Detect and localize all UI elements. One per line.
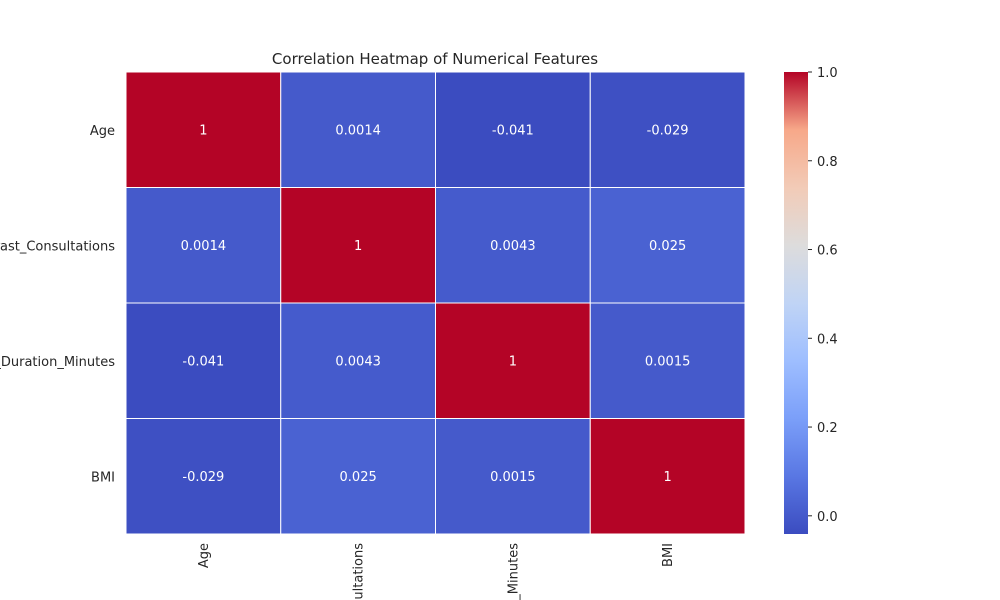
heatmap-cell bbox=[435, 71, 591, 188]
heatmap-cell bbox=[125, 418, 282, 535]
colorbar-tick-label: 0.6 bbox=[817, 244, 838, 259]
colorbar-tick-label: 0.0 bbox=[817, 510, 838, 525]
heatmap-cell bbox=[435, 418, 591, 535]
x-tick-label: _Minutes bbox=[506, 543, 521, 600]
y-tick-label: BMI bbox=[91, 470, 115, 485]
x-axis-tick-labels: Age ultations _Minutes BMI bbox=[197, 543, 676, 600]
cell-annotation: 0.025 bbox=[340, 470, 377, 485]
heatmap-cell bbox=[125, 187, 282, 304]
cell-annotation: 1 bbox=[663, 470, 671, 485]
chart-title: Correlation Heatmap of Numerical Feature… bbox=[272, 50, 598, 68]
colorbar-tick-label: 1.0 bbox=[817, 66, 838, 81]
y-axis-tick-labels: Age Past_Consultations _Duration_Minutes BM… bbox=[0, 124, 115, 486]
colorbar-tick-label: 0.4 bbox=[817, 332, 838, 347]
cell-annotation: 1 bbox=[199, 123, 207, 138]
colorbar bbox=[784, 72, 808, 534]
heatmap-cell bbox=[589, 418, 746, 535]
heatmap-cells bbox=[125, 71, 746, 535]
colorbar-ticks: 1.0 0.8 0.6 0.4 0.2 0.0 bbox=[808, 66, 838, 525]
heatmap-cell bbox=[280, 187, 436, 304]
heatmap-cell bbox=[280, 302, 436, 419]
cell-annotation: 1 bbox=[354, 239, 362, 254]
cell-annotation: -0.029 bbox=[182, 470, 224, 485]
cell-annotation: 0.0015 bbox=[490, 470, 536, 485]
x-tick-label: Age bbox=[197, 543, 212, 568]
y-tick-label: Age bbox=[90, 124, 115, 139]
heatmap-cell bbox=[125, 71, 282, 188]
colorbar-tick-label: 0.2 bbox=[817, 421, 838, 436]
cell-annotations: 1 0.0014 -0.041 -0.029 0.0014 1 0.0043 0.025 -0.… bbox=[181, 123, 691, 485]
heatmap-cell bbox=[280, 418, 436, 535]
cell-annotation: 0.0015 bbox=[645, 354, 691, 369]
cell-annotation: 0.0043 bbox=[335, 354, 381, 369]
heatmap-cell bbox=[589, 302, 746, 419]
cell-annotation: 0.0014 bbox=[181, 239, 227, 254]
colorbar-tick-label: 0.8 bbox=[817, 155, 838, 170]
heatmap-cell bbox=[589, 71, 746, 188]
cell-annotation: 0.025 bbox=[649, 239, 686, 254]
cell-annotation: 1 bbox=[509, 354, 517, 369]
y-tick-label: _Duration_Minutes bbox=[0, 355, 115, 370]
cell-annotation: -0.029 bbox=[647, 123, 689, 138]
heatmap-cell bbox=[280, 71, 436, 188]
cell-annotation: -0.041 bbox=[492, 123, 534, 138]
x-tick-label: BMI bbox=[661, 543, 676, 567]
y-tick-label: Past_Consultations bbox=[0, 239, 115, 254]
x-tick-label: ultations bbox=[352, 543, 367, 600]
cell-annotation: 0.0043 bbox=[490, 239, 536, 254]
cell-annotation: -0.041 bbox=[182, 354, 224, 369]
heatmap-cell bbox=[589, 187, 746, 304]
cell-annotation: 0.0014 bbox=[335, 123, 381, 138]
